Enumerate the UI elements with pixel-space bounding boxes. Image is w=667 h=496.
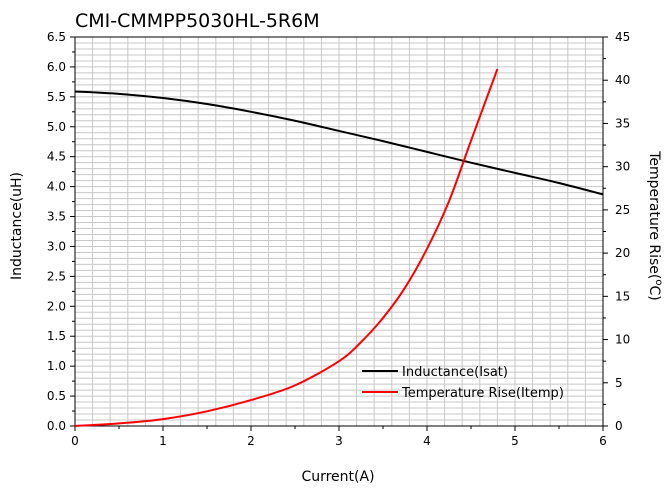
series-layer [74, 68, 604, 427]
y-right-tick-label: 30 [615, 160, 630, 174]
y-axis-label-right-suffix: C) [646, 286, 662, 301]
chart-title: CMI-CMMPP5030HL-5R6M [75, 10, 320, 32]
y-right-tick-label: 15 [615, 289, 630, 303]
y-axis-label-left: Inductance(uH) [9, 172, 25, 280]
y-right-tick-label: 0 [615, 419, 623, 433]
y-left-tick-label: 1.0 [47, 359, 66, 373]
y-left-tick-label: 6.5 [47, 30, 66, 44]
y-right-tick-label: 40 [615, 73, 630, 87]
x-tick-label: 3 [335, 434, 343, 448]
y-left-tick-label: 0.5 [47, 389, 66, 403]
y-left-tick-label: 3.0 [47, 239, 66, 253]
x-tick-label: 0 [71, 434, 79, 448]
x-tick-label: 2 [247, 434, 255, 448]
y-right-tick-label: 20 [615, 246, 630, 260]
axis-ticks: 0 1 2 3 4 5 60.00.51.01.52.02.53.03.54.04.55.0… [47, 30, 630, 448]
legend-label-temperature-rise: Temperature Rise(Itemp) [401, 386, 564, 401]
y-left-tick-label: 6.0 [47, 60, 66, 74]
y-right-tick-label: 5 [615, 376, 623, 390]
y-axis-label-right: Temperature Rise(oC) [646, 150, 664, 301]
y-left-tick-label: 4.0 [47, 180, 66, 194]
legend: Inductance(Isat) Temperature Rise(Itemp) [362, 365, 564, 401]
y-left-tick-label: 5.5 [47, 90, 66, 104]
y-axis-label-right-superscript: o [653, 279, 664, 285]
y-left-tick-label: 1.5 [47, 329, 66, 343]
legend-label-inductance: Inductance(Isat) [402, 365, 508, 380]
x-axis-label: Current(A) [301, 469, 374, 485]
grid [75, 37, 603, 426]
y-right-tick-label: 25 [615, 203, 630, 217]
y-right-tick-label: 35 [615, 116, 630, 130]
series-line-temperature-rise [74, 68, 499, 427]
series-line-inductance [74, 90, 604, 196]
x-tick-label: 1 [159, 434, 167, 448]
x-tick-label: 6 [599, 434, 607, 448]
y-left-tick-label: 4.5 [47, 150, 66, 164]
y-left-tick-label: 3.5 [47, 210, 66, 224]
y-left-tick-label: 2.0 [47, 299, 66, 313]
x-tick-label: 5 [511, 434, 519, 448]
x-tick-label: 4 [423, 434, 431, 448]
y-axis-label-right-prefix: Temperature Rise( [646, 150, 662, 279]
y-right-tick-label: 10 [615, 333, 630, 347]
y-left-tick-label: 0.0 [47, 419, 66, 433]
y-left-tick-label: 5.0 [47, 120, 66, 134]
y-right-tick-label: 45 [615, 30, 630, 44]
y-left-tick-label: 2.5 [47, 269, 66, 283]
